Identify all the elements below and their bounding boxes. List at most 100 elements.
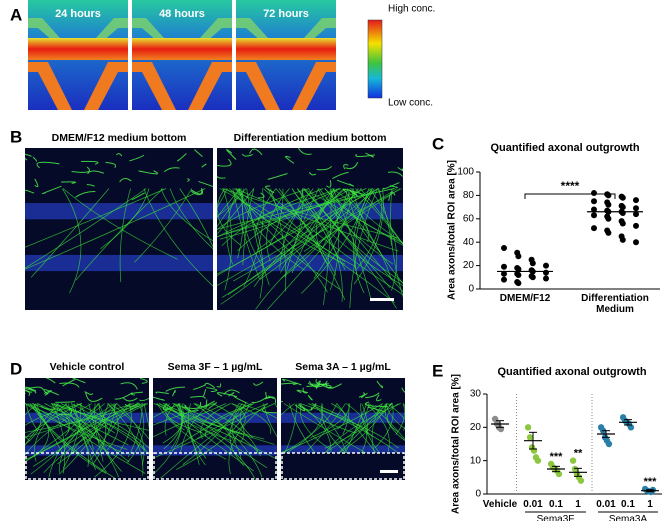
chip-arm	[28, 62, 72, 110]
data-point	[633, 197, 639, 204]
axon	[31, 403, 70, 433]
y-axis-label: Area axons/total ROI area [%]	[451, 374, 462, 514]
cell-neurite	[336, 179, 355, 187]
axon	[231, 403, 272, 434]
cell-neurite	[358, 392, 366, 398]
data-point	[543, 269, 549, 276]
axon	[254, 188, 277, 235]
x-tick-label: 0.1	[549, 499, 563, 510]
cell-neurite	[349, 190, 358, 197]
x-tick-label: 0.01	[596, 499, 616, 510]
axon	[238, 403, 277, 419]
axon	[159, 403, 265, 440]
data-point	[619, 209, 626, 216]
axon	[25, 403, 82, 439]
axon	[153, 403, 182, 475]
axon	[321, 188, 352, 249]
axon	[322, 403, 401, 458]
cell-neurite	[25, 153, 32, 161]
image-title: Vehicle control	[50, 361, 125, 373]
axon	[217, 188, 228, 208]
cell-neurite	[282, 378, 302, 386]
data-point	[543, 262, 549, 269]
axon	[58, 403, 116, 473]
axon	[143, 403, 149, 429]
cell-neurite	[216, 383, 222, 388]
y-tick-label: 30	[470, 389, 482, 400]
axon	[153, 403, 181, 418]
axon	[30, 188, 110, 278]
cell-neurite	[25, 388, 37, 394]
axon	[193, 403, 242, 460]
cell-neurite	[306, 384, 321, 387]
y-tick-label: 40	[463, 237, 475, 248]
data-point	[633, 211, 639, 218]
panel-label: C	[432, 134, 444, 153]
cell-neurite	[72, 378, 86, 384]
channel-band	[153, 412, 277, 423]
axon	[53, 403, 89, 467]
channel-band	[217, 254, 403, 272]
axon	[232, 188, 260, 279]
axon	[303, 188, 401, 252]
cell-neurite	[115, 153, 123, 157]
chip-arm	[84, 62, 128, 110]
axon	[266, 188, 290, 262]
axon	[291, 188, 344, 234]
cell-neurite	[177, 153, 187, 162]
axon	[30, 403, 99, 475]
axon	[107, 403, 130, 435]
axon	[281, 403, 295, 416]
micrograph-background	[217, 148, 403, 310]
cell-neurite	[192, 384, 206, 390]
micrograph	[25, 148, 213, 310]
axon	[176, 403, 250, 470]
data-point	[515, 280, 522, 287]
cell-neurite	[129, 154, 145, 162]
chip-arm	[188, 62, 232, 110]
axon	[27, 403, 49, 453]
axon	[50, 403, 70, 437]
axon	[64, 403, 119, 478]
data-point	[591, 212, 597, 219]
x-tick-label: 1	[647, 499, 653, 510]
axon	[163, 403, 183, 450]
data-point	[524, 424, 532, 431]
axon	[217, 188, 241, 218]
axon	[195, 403, 259, 454]
axon	[217, 188, 345, 275]
y-axis-label: Area axons/total ROI area [%]	[447, 160, 458, 300]
axon	[349, 188, 378, 309]
axon	[205, 403, 255, 438]
axon	[172, 403, 262, 457]
axon	[291, 188, 403, 287]
chip-channel	[236, 38, 336, 60]
axon	[75, 188, 164, 281]
axon	[255, 188, 398, 310]
data-point	[515, 271, 522, 278]
data-point	[501, 245, 507, 252]
cell-neurite	[55, 401, 75, 403]
data-point	[591, 190, 597, 197]
cell-neurite	[397, 166, 403, 172]
chip-arm	[28, 18, 128, 42]
axon	[284, 188, 320, 278]
cell-neurite	[200, 400, 216, 408]
axon	[302, 188, 397, 309]
axon	[275, 188, 337, 276]
axon	[263, 403, 277, 438]
channel-band	[25, 254, 213, 272]
cell-neurite	[355, 153, 375, 158]
axon	[385, 403, 405, 430]
axon	[25, 403, 82, 426]
scale-bar	[370, 298, 394, 301]
data-point	[529, 260, 536, 267]
data-point	[619, 194, 626, 201]
axon	[237, 188, 244, 259]
axon	[217, 188, 395, 238]
axon	[278, 188, 346, 300]
axon	[377, 188, 392, 246]
cell-neurite	[122, 397, 138, 402]
cell-neurite	[302, 387, 308, 394]
axon	[237, 188, 341, 290]
